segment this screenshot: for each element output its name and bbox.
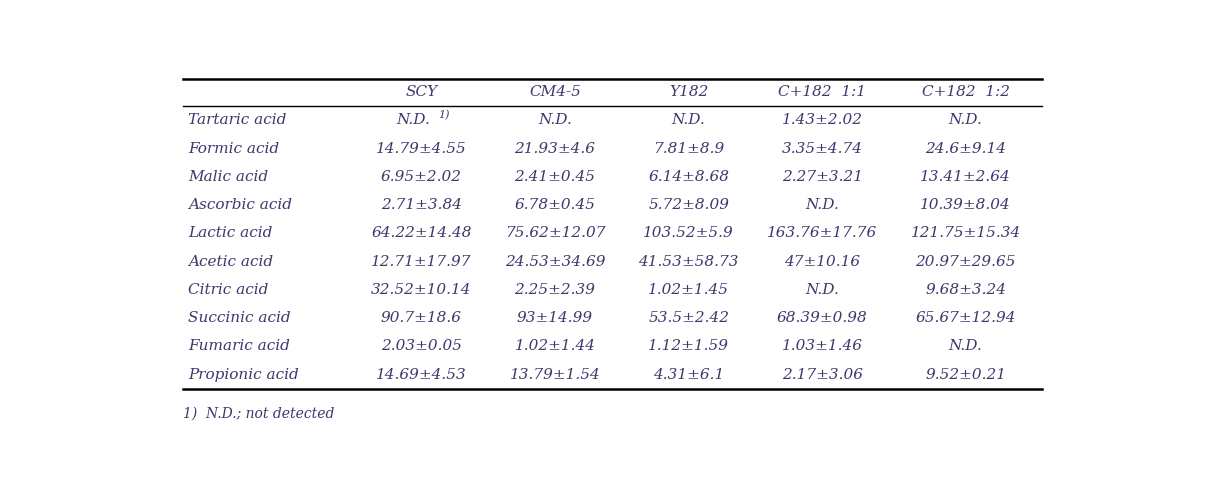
Text: 10.39±8.04: 10.39±8.04	[920, 198, 1011, 212]
Text: Formic acid: Formic acid	[188, 141, 280, 156]
Text: 12.71±17.97: 12.71±17.97	[371, 254, 472, 268]
Text: N.D.: N.D.	[806, 283, 839, 297]
Text: N.D.: N.D.	[949, 113, 982, 127]
Text: Lactic acid: Lactic acid	[188, 226, 272, 240]
Text: N.D.: N.D.	[538, 113, 572, 127]
Text: N.D.: N.D.	[949, 339, 982, 353]
Text: 14.69±4.53: 14.69±4.53	[376, 368, 467, 381]
Text: 2.27±3.21: 2.27±3.21	[782, 170, 862, 184]
Text: 24.6±9.14: 24.6±9.14	[925, 141, 1007, 156]
Text: 32.52±10.14: 32.52±10.14	[371, 283, 472, 297]
Text: 14.79±4.55: 14.79±4.55	[376, 141, 467, 156]
Text: Tartaric acid: Tartaric acid	[188, 113, 287, 127]
Text: 64.22±14.48: 64.22±14.48	[371, 226, 472, 240]
Text: Succinic acid: Succinic acid	[188, 311, 291, 325]
Text: 13.41±2.64: 13.41±2.64	[920, 170, 1011, 184]
Text: 24.53±34.69: 24.53±34.69	[505, 254, 605, 268]
Text: 1.02±1.45: 1.02±1.45	[648, 283, 729, 297]
Text: C+182  1:1: C+182 1:1	[779, 85, 866, 99]
Text: 2.41±0.45: 2.41±0.45	[515, 170, 595, 184]
Text: 1): 1)	[439, 110, 450, 121]
Text: 53.5±2.42: 53.5±2.42	[648, 311, 729, 325]
Text: 6.78±0.45: 6.78±0.45	[515, 198, 595, 212]
Text: 2.71±3.84: 2.71±3.84	[381, 198, 462, 212]
Text: 1.43±2.02: 1.43±2.02	[782, 113, 862, 127]
Text: 5.72±8.09: 5.72±8.09	[648, 198, 729, 212]
Text: 20.97±29.65: 20.97±29.65	[915, 254, 1016, 268]
Text: 65.67±12.94: 65.67±12.94	[915, 311, 1016, 325]
Text: 1.03±1.46: 1.03±1.46	[782, 339, 862, 353]
Text: 6.14±8.68: 6.14±8.68	[648, 170, 729, 184]
Text: 1.02±1.44: 1.02±1.44	[515, 339, 595, 353]
Text: 1.12±1.59: 1.12±1.59	[648, 339, 729, 353]
Text: N.D.: N.D.	[671, 113, 706, 127]
Text: 163.76±17.76: 163.76±17.76	[768, 226, 877, 240]
Text: 7.81±8.9: 7.81±8.9	[653, 141, 724, 156]
Text: CM4-5: CM4-5	[529, 85, 582, 99]
Text: 2.03±0.05: 2.03±0.05	[381, 339, 462, 353]
Text: 6.95±2.02: 6.95±2.02	[381, 170, 462, 184]
Text: 21.93±4.6: 21.93±4.6	[515, 141, 595, 156]
Text: Ascorbic acid: Ascorbic acid	[188, 198, 292, 212]
Text: N.D.: N.D.	[397, 113, 431, 127]
Text: 93±14.99: 93±14.99	[517, 311, 593, 325]
Text: 1)  N.D.; not detected: 1) N.D.; not detected	[182, 407, 334, 421]
Text: 47±10.16: 47±10.16	[785, 254, 860, 268]
Text: 13.79±1.54: 13.79±1.54	[510, 368, 600, 381]
Text: SCY: SCY	[405, 85, 437, 99]
Text: 121.75±15.34: 121.75±15.34	[910, 226, 1020, 240]
Text: 68.39±0.98: 68.39±0.98	[777, 311, 867, 325]
Text: 2.17±3.06: 2.17±3.06	[782, 368, 862, 381]
Text: Y182: Y182	[669, 85, 708, 99]
Text: Malic acid: Malic acid	[188, 170, 269, 184]
Text: Acetic acid: Acetic acid	[188, 254, 274, 268]
Text: N.D.: N.D.	[806, 198, 839, 212]
Text: 4.31±6.1: 4.31±6.1	[653, 368, 724, 381]
Text: C+182  1:2: C+182 1:2	[922, 85, 1009, 99]
Text: Propionic acid: Propionic acid	[188, 368, 299, 381]
Text: 75.62±12.07: 75.62±12.07	[505, 226, 605, 240]
Text: 103.52±5.9: 103.52±5.9	[643, 226, 734, 240]
Text: 90.7±18.6: 90.7±18.6	[381, 311, 462, 325]
Text: Fumaric acid: Fumaric acid	[188, 339, 291, 353]
Text: 41.53±58.73: 41.53±58.73	[638, 254, 739, 268]
Text: 9.68±3.24: 9.68±3.24	[925, 283, 1007, 297]
Text: 2.25±2.39: 2.25±2.39	[515, 283, 595, 297]
Text: 3.35±4.74: 3.35±4.74	[782, 141, 862, 156]
Text: 9.52±0.21: 9.52±0.21	[925, 368, 1007, 381]
Text: Citric acid: Citric acid	[188, 283, 269, 297]
